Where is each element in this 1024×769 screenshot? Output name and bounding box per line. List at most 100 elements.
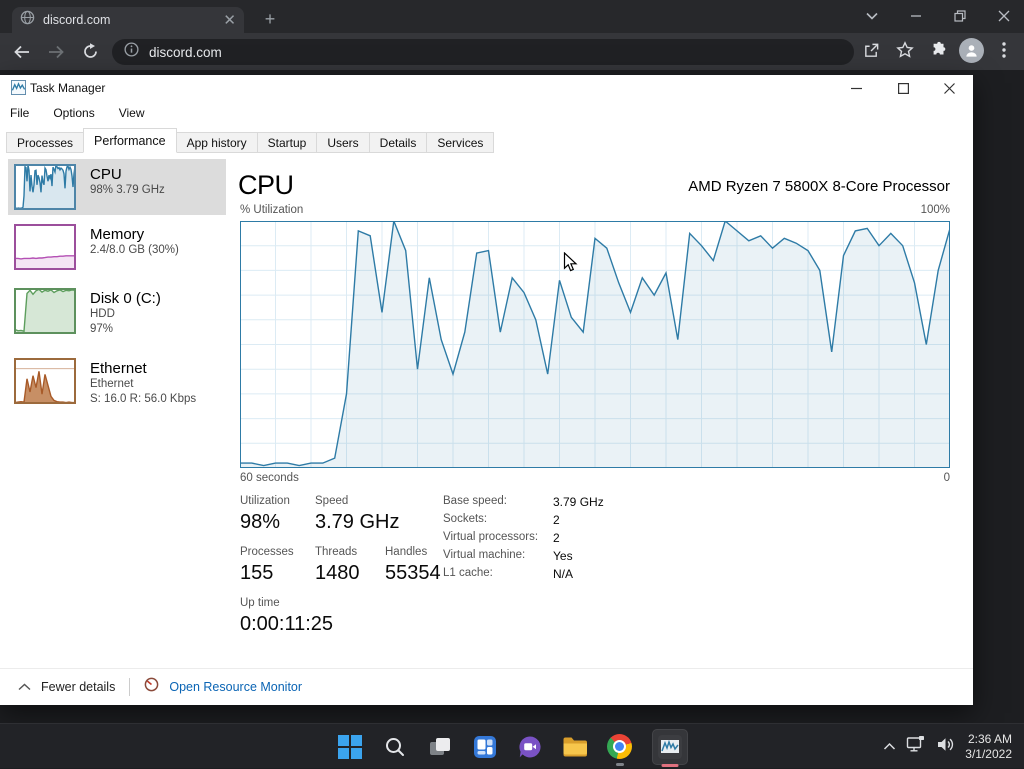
chrome-taskbar-button[interactable] bbox=[607, 734, 633, 766]
cpu-label: CPU bbox=[90, 166, 122, 183]
clock-date: 3/1/2022 bbox=[965, 746, 1012, 761]
cpu-mini-chart bbox=[14, 164, 76, 210]
volume-icon[interactable] bbox=[936, 736, 955, 758]
chevron-up-icon bbox=[18, 678, 31, 696]
reload-icon[interactable] bbox=[76, 38, 104, 66]
processes-value: 155 bbox=[240, 562, 274, 584]
url-text: discord.com bbox=[149, 44, 222, 60]
uptime-value: 0:00:11:25 bbox=[240, 613, 334, 635]
sockets-value: 2 bbox=[553, 513, 560, 527]
performance-sidebar: CPU 98% 3.79 GHz Memory 2.4/8.0 GB (30%)… bbox=[8, 159, 226, 423]
task-manager-icon bbox=[657, 734, 682, 759]
tab-startup[interactable]: Startup bbox=[256, 132, 318, 153]
tab-services[interactable]: Services bbox=[426, 132, 495, 153]
taskbar-search-button[interactable] bbox=[382, 734, 408, 760]
network-ethernet-icon[interactable] bbox=[906, 735, 926, 758]
menu-view[interactable]: View bbox=[118, 106, 145, 120]
browser-minimize-button[interactable] bbox=[896, 0, 936, 32]
memory-label: Memory bbox=[90, 226, 145, 243]
utilization-value: 98% bbox=[240, 511, 281, 533]
globe-favicon-icon bbox=[20, 10, 35, 30]
browser-close-button[interactable] bbox=[984, 0, 1024, 32]
task-manager-taskbar-button[interactable] bbox=[651, 728, 688, 767]
clock-time: 2:36 AM bbox=[967, 731, 1012, 746]
tab-search-chevron-icon[interactable] bbox=[852, 0, 892, 32]
browser-tabstrip: discord.com ✕ + bbox=[0, 0, 1024, 33]
ethernet-adapter: Ethernet bbox=[90, 378, 134, 390]
chart-ylabel: % Utilization bbox=[240, 204, 304, 216]
utilization-label: Utilization bbox=[240, 495, 290, 507]
tray-clock[interactable]: 2:36 AM 3/1/2022 bbox=[965, 732, 1018, 762]
tm-maximize-button[interactable] bbox=[881, 75, 925, 101]
disk-label: Disk 0 (C:) bbox=[90, 290, 161, 307]
base-speed-value: 3.79 GHz bbox=[553, 495, 604, 509]
processor-name: AMD Ryzen 7 5800X 8-Core Processor bbox=[688, 178, 950, 195]
chat-teams-button[interactable] bbox=[517, 734, 543, 760]
sidebar-item-cpu[interactable]: CPU 98% 3.79 GHz bbox=[8, 159, 226, 215]
menu-options[interactable]: Options bbox=[53, 106, 95, 120]
forward-icon[interactable] bbox=[42, 38, 70, 66]
tab-processes[interactable]: Processes bbox=[6, 132, 85, 153]
footer-divider bbox=[129, 678, 131, 696]
speed-label: Speed bbox=[315, 495, 349, 507]
processes-label: Processes bbox=[240, 546, 294, 558]
threads-label: Threads bbox=[315, 546, 358, 558]
windows-taskbar: 2:36 AM 3/1/2022 bbox=[0, 723, 1024, 768]
sidebar-item-ethernet[interactable]: Ethernet Ethernet S: 16.0 R: 56.0 Kbps bbox=[8, 353, 226, 419]
memory-summary: 2.4/8.0 GB (30%) bbox=[90, 244, 179, 256]
tm-close-button[interactable] bbox=[927, 75, 971, 101]
windows-logo-icon bbox=[337, 734, 362, 759]
task-manager-tabs: Processes Performance App history Startu… bbox=[6, 128, 495, 153]
virtual-machine-value: Yes bbox=[553, 549, 573, 563]
cpu-utilization-chart[interactable] bbox=[240, 221, 950, 468]
uptime-label: Up time bbox=[240, 597, 280, 609]
tm-minimize-button[interactable] bbox=[834, 75, 878, 101]
task-view-button[interactable] bbox=[427, 734, 453, 760]
menu-file[interactable]: File bbox=[10, 106, 30, 120]
file-explorer-button[interactable] bbox=[562, 734, 588, 760]
tab-close-icon[interactable]: ✕ bbox=[223, 11, 236, 29]
site-info-icon[interactable] bbox=[124, 42, 139, 62]
bookmark-star-icon[interactable] bbox=[891, 36, 919, 64]
fewer-details-button[interactable]: Fewer details bbox=[41, 680, 116, 694]
cpu-summary: 98% 3.79 GHz bbox=[90, 184, 165, 196]
task-manager-menubar: File Options View bbox=[0, 103, 157, 123]
window-title: Task Manager bbox=[30, 81, 106, 95]
browser-restore-button[interactable] bbox=[940, 0, 980, 32]
l1-cache-value: N/A bbox=[553, 567, 574, 581]
mouse-cursor bbox=[563, 251, 578, 273]
disk-mini-chart bbox=[14, 288, 76, 334]
ethernet-mini-chart bbox=[14, 358, 76, 404]
ethernet-label: Ethernet bbox=[90, 360, 147, 377]
address-bar[interactable]: discord.com bbox=[112, 39, 854, 65]
tab-details[interactable]: Details bbox=[368, 132, 428, 153]
tray-chevron-up-icon[interactable] bbox=[883, 738, 896, 756]
sidebar-item-disk[interactable]: Disk 0 (C:) HDD 97% bbox=[8, 283, 226, 349]
sidebar-item-memory[interactable]: Memory 2.4/8.0 GB (30%) bbox=[8, 219, 226, 279]
tab-users[interactable]: Users bbox=[316, 132, 370, 153]
browser-menu-dots-icon[interactable] bbox=[990, 36, 1018, 64]
widgets-button[interactable] bbox=[472, 734, 498, 760]
extensions-puzzle-icon[interactable] bbox=[925, 36, 953, 64]
browser-tab-discord[interactable]: discord.com ✕ bbox=[12, 7, 244, 33]
open-resource-monitor-link[interactable]: Open Resource Monitor bbox=[169, 680, 303, 694]
chart-xmin-label: 60 seconds bbox=[240, 472, 299, 484]
memory-mini-chart bbox=[14, 224, 76, 270]
share-icon[interactable] bbox=[857, 36, 885, 64]
task-manager-running-indicator bbox=[661, 763, 678, 767]
page-title-cpu: CPU bbox=[238, 170, 294, 200]
start-button[interactable] bbox=[337, 734, 363, 760]
back-icon[interactable] bbox=[8, 38, 36, 66]
new-tab-button[interactable]: + bbox=[264, 9, 276, 29]
handles-label: Handles bbox=[385, 546, 428, 558]
profile-avatar[interactable] bbox=[959, 37, 984, 63]
virtual-machine-label: Virtual machine: bbox=[443, 549, 526, 561]
speed-value: 3.79 GHz bbox=[315, 511, 400, 533]
task-manager-app-icon bbox=[11, 80, 26, 100]
chrome-icon bbox=[607, 734, 632, 759]
tab-app-history[interactable]: App history bbox=[175, 132, 258, 153]
task-manager-footer: Fewer details Open Resource Monitor bbox=[0, 668, 973, 705]
task-manager-titlebar[interactable]: Task Manager bbox=[0, 75, 973, 101]
tab-performance[interactable]: Performance bbox=[83, 128, 177, 153]
chart-xmax-label: 0 bbox=[943, 472, 950, 484]
